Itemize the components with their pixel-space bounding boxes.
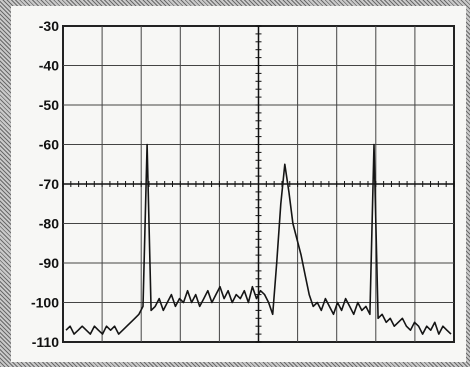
spectrum-chart: -30 -40 -50 -60 -70 -80 -90 -100 -110 <box>31 18 455 350</box>
y-tick-label: -90 <box>39 255 59 271</box>
center-axes <box>62 25 455 343</box>
spectrum-display: -30 -40 -50 -60 -70 -80 -90 -100 -110 <box>11 6 466 362</box>
y-tick-label: -40 <box>39 58 59 74</box>
y-tick-label: -80 <box>39 216 59 232</box>
y-tick-label: -110 <box>32 334 59 350</box>
spectrum-trace-group <box>65 143 452 335</box>
y-tick-labels: -30 -40 -50 -60 -70 -80 -90 -100 -110 <box>31 18 59 350</box>
y-tick-label: -100 <box>31 295 59 311</box>
spectrum-trace <box>65 143 452 335</box>
y-tick-label: -30 <box>39 18 59 34</box>
y-tick-label: -70 <box>39 176 59 192</box>
y-tick-label: -60 <box>39 137 59 153</box>
y-tick-label: -50 <box>39 97 59 113</box>
